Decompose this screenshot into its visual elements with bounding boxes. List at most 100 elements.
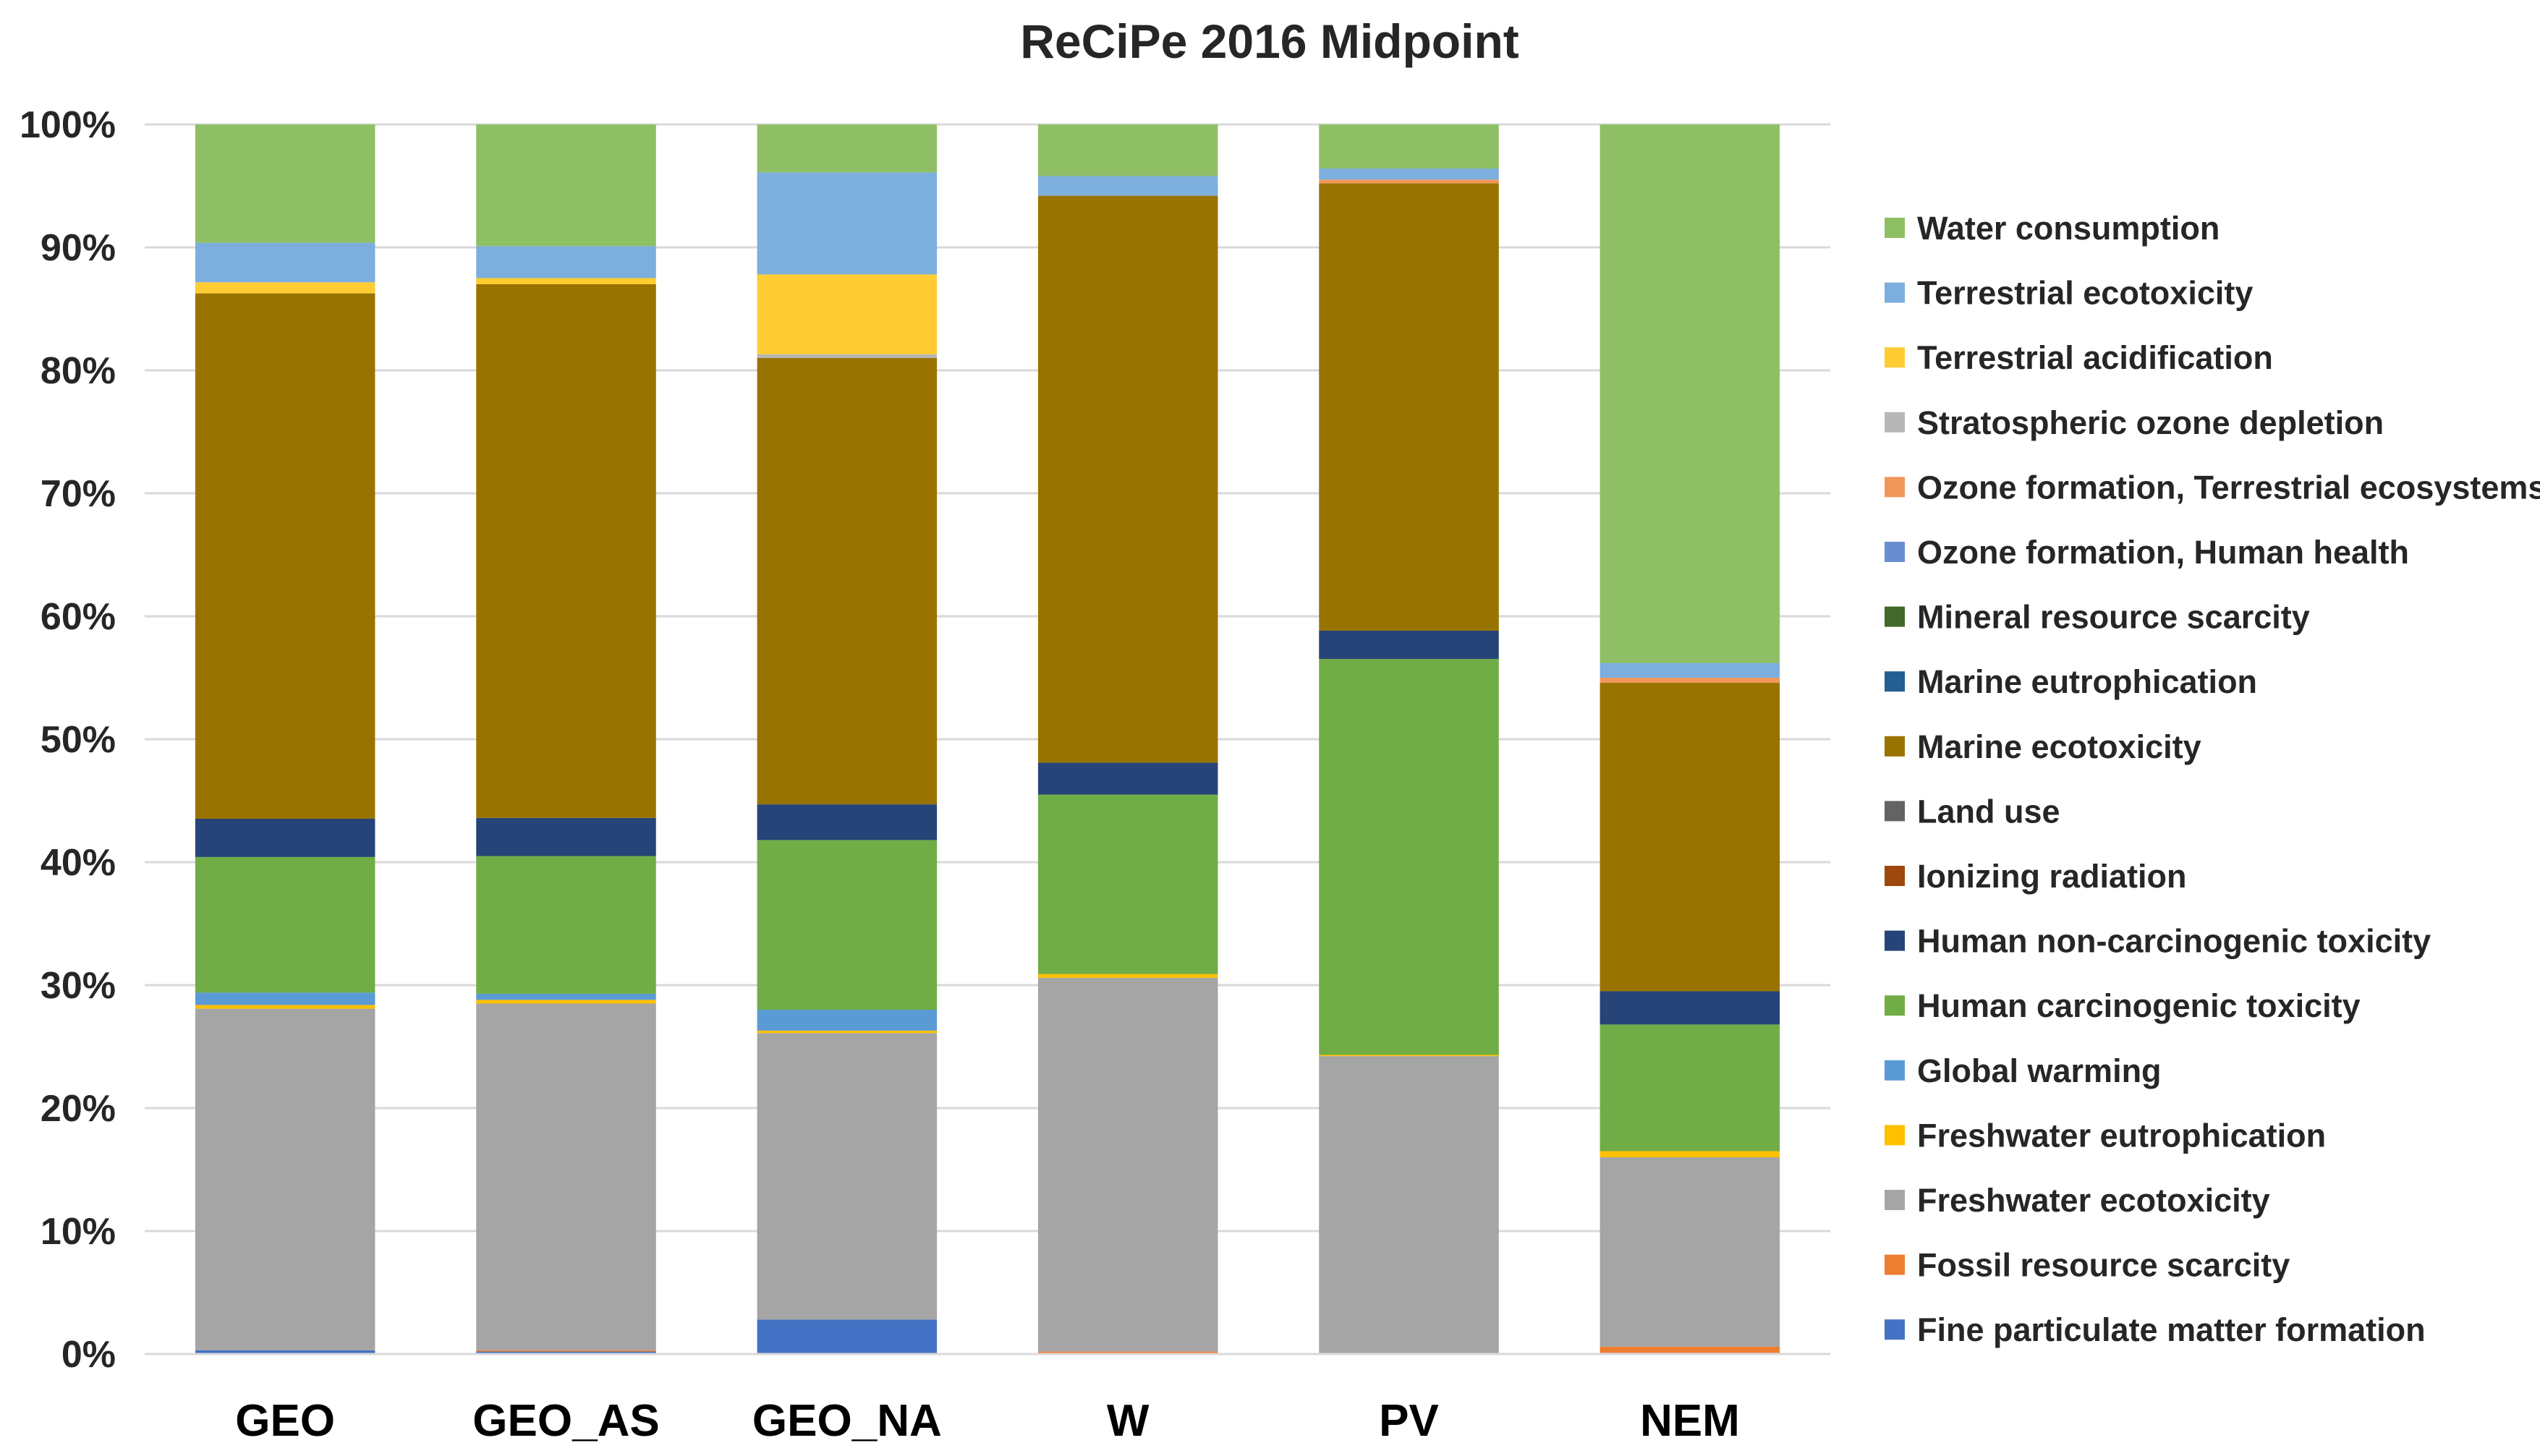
bar-segment [1319,169,1499,180]
bar-segment [1037,794,1218,974]
legend-label: Stratospheric ozone depletion [1917,404,2384,441]
y-tick-label: 90% [41,227,116,269]
legend-item: Water consumption [1885,210,2220,247]
legend-label: Marine ecotoxicity [1917,728,2201,765]
legend-label: Human carcinogenic toxicity [1917,987,2361,1024]
bar-segment [476,246,656,278]
bar-segment [1319,1056,1499,1354]
bar-segment [1600,1157,1780,1347]
bar-segment [1600,1151,1780,1157]
bar-segment [1319,631,1499,659]
legend-item: Human carcinogenic toxicity [1885,987,2361,1024]
y-axis-tick-labels: 0% 10% 20% 30% 40% 50% 60% 70% 80% 90% 100% [20,104,116,1376]
legend-label: Freshwater ecotoxicity [1917,1182,2270,1219]
legend-swatch [1885,412,1905,433]
y-tick-label: 80% [41,350,116,392]
gridlines [145,123,1830,1233]
legend-item: Ozone formation, Terrestrial ecosystems [1885,469,2540,506]
legend-label: Mineral resource scarcity [1917,599,2310,636]
y-tick-label: 40% [41,842,116,884]
legend-swatch [1885,606,1905,627]
x-category-label: PV [1379,1396,1439,1446]
y-tick-label: 60% [41,596,116,638]
bar-segment [1600,682,1780,992]
x-category-label: GEO [235,1396,335,1446]
bar-segment [757,1033,938,1320]
legend-item: Ozone formation, Human health [1885,534,2409,571]
legend-label: Fine particulate matter formation [1917,1311,2426,1348]
bar-segment [1600,1346,1780,1353]
bar-segment [476,1350,656,1352]
legend-label: Fossil resource scarcity [1917,1247,2290,1284]
legend-label: Marine eutrophication [1917,663,2257,700]
bar-segment [1600,678,1780,683]
bar-segment [757,124,938,173]
legend-item: Terrestrial ecotoxicity [1885,275,2253,312]
bar-segment [1037,977,1218,1352]
legend-item: Ionizing radiation [1885,858,2186,895]
bar-segment [476,284,656,818]
bar-segment [1600,124,1780,663]
legend-item: Land use [1885,793,2060,830]
bar-segment [1319,658,1499,1055]
bar-segment [757,354,938,358]
bar-segment [476,1000,656,1004]
legend-item: Global warming [1885,1052,2162,1089]
bar-segment [1319,124,1499,169]
bar-segment [1319,183,1499,631]
legend-label: Ionizing radiation [1917,858,2186,895]
legend-item: Human non-carcinogenic toxicity [1885,923,2431,960]
legend-swatch [1885,995,1905,1016]
bar-segment [1037,124,1218,176]
bar-segment [476,817,656,856]
legend-item: Mineral resource scarcity [1885,599,2310,636]
legend-swatch [1885,930,1905,951]
legend-swatch [1885,1319,1905,1340]
legend-item: Freshwater ecotoxicity [1885,1182,2270,1219]
legend-label: Global warming [1917,1052,2162,1089]
legend-item: Marine eutrophication [1885,663,2257,700]
legend-label: Ozone formation, Terrestrial ecosystems [1917,469,2540,506]
bar-segment [757,1030,938,1034]
bar-segment [195,856,375,993]
bar-segment [476,124,656,247]
bar-segment [195,242,375,283]
legend-label: Land use [1917,793,2060,830]
legend-swatch [1885,736,1905,757]
bar-segment [757,172,938,275]
legend-swatch [1885,671,1905,692]
bar-segment [1037,762,1218,795]
bar-segment [195,1005,375,1009]
bar-segment [476,993,656,1000]
legend-label: Freshwater eutrophication [1917,1117,2326,1154]
legend-label: Terrestrial ecotoxicity [1917,275,2253,312]
legend-label: Terrestrial acidification [1917,339,2273,376]
bar-segment [1319,179,1499,184]
bar-segment [1037,1351,1218,1354]
bar-segment [195,124,375,243]
legend-swatch [1885,218,1905,238]
legend-item: Fine particulate matter formation [1885,1311,2426,1348]
bar-segment [1037,195,1218,763]
y-tick-label: 50% [41,719,116,761]
bar-segment [757,1319,938,1354]
legend-label: Ozone formation, Human health [1917,534,2409,571]
legend-swatch [1885,347,1905,368]
bar-segment [195,992,375,1005]
bar-segment [1600,1024,1780,1151]
legend-swatch [1885,1125,1905,1146]
legend-item: Freshwater eutrophication [1885,1117,2326,1154]
legend-item: Terrestrial acidification [1885,339,2273,376]
bar-segment [1319,1055,1499,1057]
y-tick-label: 100% [20,104,116,146]
legend-item: Fossil resource scarcity [1885,1247,2290,1284]
legend-swatch [1885,542,1905,562]
bar-segment [1037,176,1218,196]
legend-swatch [1885,1254,1905,1275]
legend-swatch [1885,1190,1905,1210]
bar-segment [757,804,938,840]
bar-segment [476,1351,656,1354]
legend-swatch [1885,282,1905,303]
